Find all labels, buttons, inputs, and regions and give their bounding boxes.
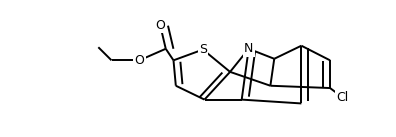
Text: S: S — [199, 43, 207, 56]
Text: Cl: Cl — [336, 91, 348, 104]
Text: N: N — [244, 42, 253, 55]
Text: O: O — [135, 54, 144, 67]
Text: O: O — [155, 19, 165, 32]
